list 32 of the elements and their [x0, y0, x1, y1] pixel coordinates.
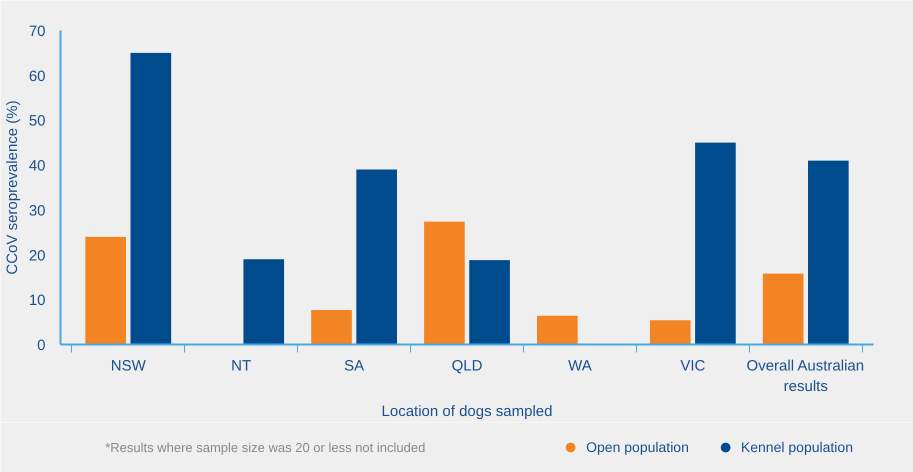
y-tick-label: 10: [28, 292, 46, 310]
x-tick-label: SA: [344, 358, 364, 374]
x-tick-label: NT: [231, 358, 252, 374]
text: *Results where sample size was 20 or less not included: [105, 440, 426, 455]
legend-label: Open population: [586, 439, 689, 455]
bar: [130, 52, 172, 344]
x-tick-label: NSW: [110, 358, 147, 374]
y-tick-label: 30: [28, 202, 46, 220]
y-tick-label: 60: [28, 68, 46, 85]
bar: [469, 260, 510, 344]
bar: [808, 160, 849, 344]
bar: [356, 170, 397, 344]
y-tick-label: 40: [28, 158, 46, 175]
bar: [424, 222, 465, 344]
x-tick-label: QLD: [452, 358, 483, 374]
x-tick-label: VIC: [680, 358, 706, 374]
x-tick-label: WA: [568, 358, 592, 374]
bar: [650, 320, 691, 344]
y-tick-label: 70: [28, 23, 46, 40]
bar: [537, 316, 578, 344]
bar: [243, 259, 284, 344]
bar: [762, 274, 804, 344]
x-tick-label: Overall Australian results: [746, 358, 864, 395]
bar: [695, 142, 736, 344]
y-axis-title: CCoV seroprevalence (%): [4, 100, 21, 275]
x-axis-title: Location of dogs sampled: [382, 402, 552, 420]
y-tick-label: 0: [37, 337, 46, 354]
y-tick-label: 50: [28, 112, 46, 130]
bar: [85, 236, 126, 344]
legend-label: Kennel population: [740, 439, 853, 455]
y-tick-label: 20: [28, 247, 46, 264]
bar: [311, 310, 352, 344]
